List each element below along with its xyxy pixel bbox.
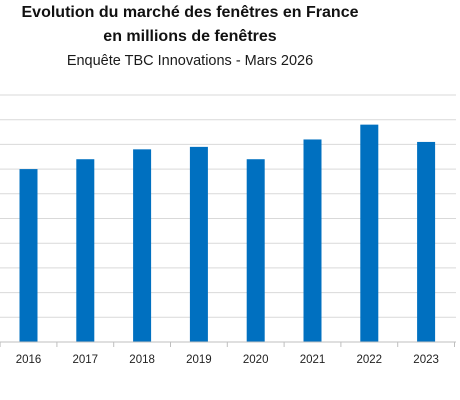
x-axis: 2016 2017 2018 2019 2020 2021 2022 2023	[0, 341, 456, 366]
chart-subtitle: Enquête TBC Innovations - Mars 2026	[66, 53, 314, 69]
bar-2023	[417, 141, 436, 342]
bar-2016	[19, 169, 38, 342]
bar-2022	[360, 124, 379, 342]
bar-2021	[303, 139, 322, 342]
gridlines	[0, 94, 456, 318]
chart-title-line2: en millions de fenêtres	[103, 28, 277, 45]
bar-2020	[246, 159, 265, 342]
x-tick-label-2020: 2020	[243, 354, 269, 366]
x-tick-label-2021: 2021	[300, 354, 326, 366]
x-tick-label-2023: 2023	[413, 354, 439, 366]
x-tick-label-2017: 2017	[73, 354, 99, 366]
x-tick-label-2019: 2019	[186, 354, 212, 366]
chart-header: Evolution du marché des fenêtres en Fran…	[0, 0, 380, 71]
bar-2018	[133, 149, 152, 342]
bar-2019	[189, 146, 208, 342]
chart-title: Evolution du marché des fenêtres en Fran…	[21, 4, 359, 21]
bar-2017	[76, 159, 95, 342]
x-tick-label-2018: 2018	[129, 354, 155, 366]
bars	[19, 124, 436, 342]
x-tick-label-2016: 2016	[16, 354, 42, 366]
x-tick-label-2022: 2022	[357, 354, 383, 366]
